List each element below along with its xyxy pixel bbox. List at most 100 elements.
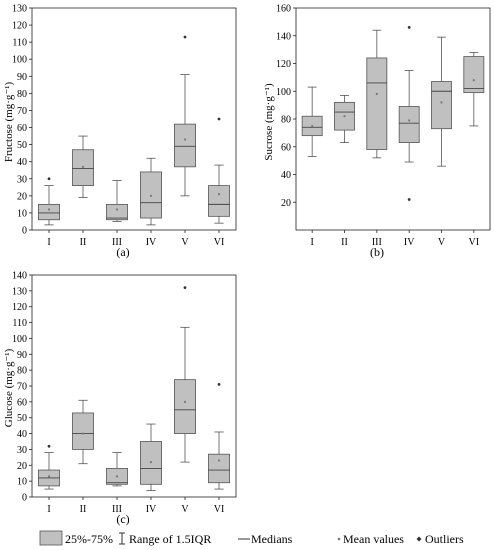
legend-iqr-label: 25%-75% [65,532,113,546]
fructose-y-tick-label: 50 [17,140,27,151]
sucrose-mean-point [375,92,378,96]
glucose-x-tick-label: II [80,504,87,515]
fructose-iqr-box [106,203,128,221]
legend-mean-label: Mean values [343,532,404,546]
fructose-y-tick-label: 70 [17,106,27,117]
sucrose-y-tick-label: 80 [281,115,291,126]
glucose-y-tick-label: 80 [17,366,27,377]
glucose-y-tick-label: 50 [17,413,27,424]
glucose-y-tick-label: 100 [12,334,27,345]
glucose-y-tick-label: 70 [17,382,27,393]
fructose-y-tick-label: 80 [17,89,27,100]
glucose-mean-point [81,432,85,435]
glucose-outlier-point [47,444,51,448]
legend-mean-marker [337,537,341,541]
glucose-outlier-point [183,286,187,290]
fructose-mean-point [47,208,51,211]
sucrose-y-tick-label: 100 [276,87,291,98]
sucrose-outlier-point [407,198,411,201]
sucrose-panel: Sucrose (mg·g⁻¹) (b) 20 40 60 80 100 120 140 16… [263,4,491,259]
sucrose-x-tick-label: IV [404,237,415,248]
fructose-y-axis-label: Fructose (mg·g⁻¹) [3,82,15,163]
glucose-iqr-box [208,453,230,484]
legend-range-label: Range of 1.5IQR [129,532,211,546]
glucose-iqr-box [174,379,196,434]
fructose-mean-point [217,193,221,196]
sucrose-x-tick-label: III [372,237,382,248]
fructose-y-tick-label: 0 [22,226,27,237]
fructose-iqr-box [208,185,230,217]
fructose-iqr-box [174,123,196,168]
glucose-y-tick-label: 30 [17,445,27,456]
fructose-outlier-point [183,35,187,39]
sucrose-x-tick-label: I [310,237,313,248]
fructose-iqr-box [38,203,60,221]
legend-whisker-symbol [119,532,125,545]
glucose-y-axis-label: Glucose (mg·g⁻¹) [3,348,15,427]
sucrose-mean-point [408,119,411,122]
sucrose-iqr-box [463,56,485,94]
glucose-x-tick-label: V [181,504,189,515]
sucrose-y-tick-label: 40 [281,170,291,181]
fructose-y-tick-label: 120 [12,21,27,32]
fructose-y-tick-label: 110 [12,38,27,49]
glucose-y-tick-label: 10 [17,477,27,488]
fructose-plot-frame [31,7,237,231]
fructose-y-tick-label: 60 [17,123,27,134]
fructose-y-tick-label: 40 [17,157,27,168]
sucrose-outlier-point [407,26,411,29]
glucose-outlier-point [217,383,221,386]
sucrose-mean-point [440,101,443,104]
fructose-outlier-point [47,177,51,181]
sucrose-iqr-box [398,106,420,143]
fructose-y-tick-label: 30 [17,174,27,185]
glucose-y-tick-label: 120 [12,302,27,313]
sucrose-iqr-box [366,57,388,150]
glucose-mean-point [183,400,187,403]
fructose-outlier-point [217,117,221,121]
glucose-mean-point [217,459,221,462]
sucrose-y-tick-label: 120 [276,59,291,70]
fructose-x-tick-label: IV [146,237,157,248]
fructose-x-tick-label: I [47,237,50,248]
sucrose-mean-point [311,124,314,128]
sucrose-x-tick-label: V [438,237,446,248]
fructose-y-tick-label: 100 [12,55,27,66]
glucose-y-tick-label: 60 [17,397,27,408]
glucose-panel-label: (c) [116,512,129,526]
sucrose-y-tick-label: 20 [281,198,291,209]
fructose-y-tick-label: 20 [17,191,27,202]
glucose-iqr-box [72,412,94,450]
sucrose-y-tick-label: 60 [281,142,291,153]
legend-outlier-marker [416,536,422,542]
sucrose-mean-point [343,115,346,118]
legend-outlier-label: Outliers [425,532,464,546]
glucose-x-tick-label: IV [146,504,157,515]
fructose-mean-point [115,208,119,211]
sucrose-x-tick-label: II [341,237,348,248]
glucose-mean-point [47,475,51,478]
legend: 25%-75% Range of 1.5IQR Medians Mean val… [39,530,464,546]
glucose-y-tick-label: 40 [17,429,27,440]
fructose-x-tick-label: V [181,237,189,248]
glucose-y-tick-label: 140 [12,271,27,282]
legend-iqr-swatch [39,530,63,546]
fructose-panel-label: (a) [116,245,129,259]
glucose-y-tick-label: 110 [12,318,27,329]
sucrose-y-axis-label: Sucrose (mg·g⁻¹) [263,83,275,161]
sucrose-mean-point [472,79,475,82]
fructose-x-tick-label: III [112,237,122,248]
sucrose-iqr-box [431,81,452,130]
fructose-y-tick-label: 90 [17,72,27,83]
fructose-y-tick-label: 10 [17,208,27,219]
glucose-x-tick-label: I [47,504,50,515]
glucose-y-tick-label: 20 [17,461,27,472]
sucrose-panel-label: (b) [370,245,384,259]
sucrose-y-tick-label: 160 [276,4,291,15]
fructose-mean-point [149,194,153,197]
sucrose-plot-frame [295,7,491,231]
glucose-y-tick-label: 130 [12,286,27,297]
fructose-mean-point [81,165,85,168]
fructose-panel: Fructose (mg·g⁻¹) (a) 0 10 20 30 40 50 60 70 80 9… [3,4,237,259]
